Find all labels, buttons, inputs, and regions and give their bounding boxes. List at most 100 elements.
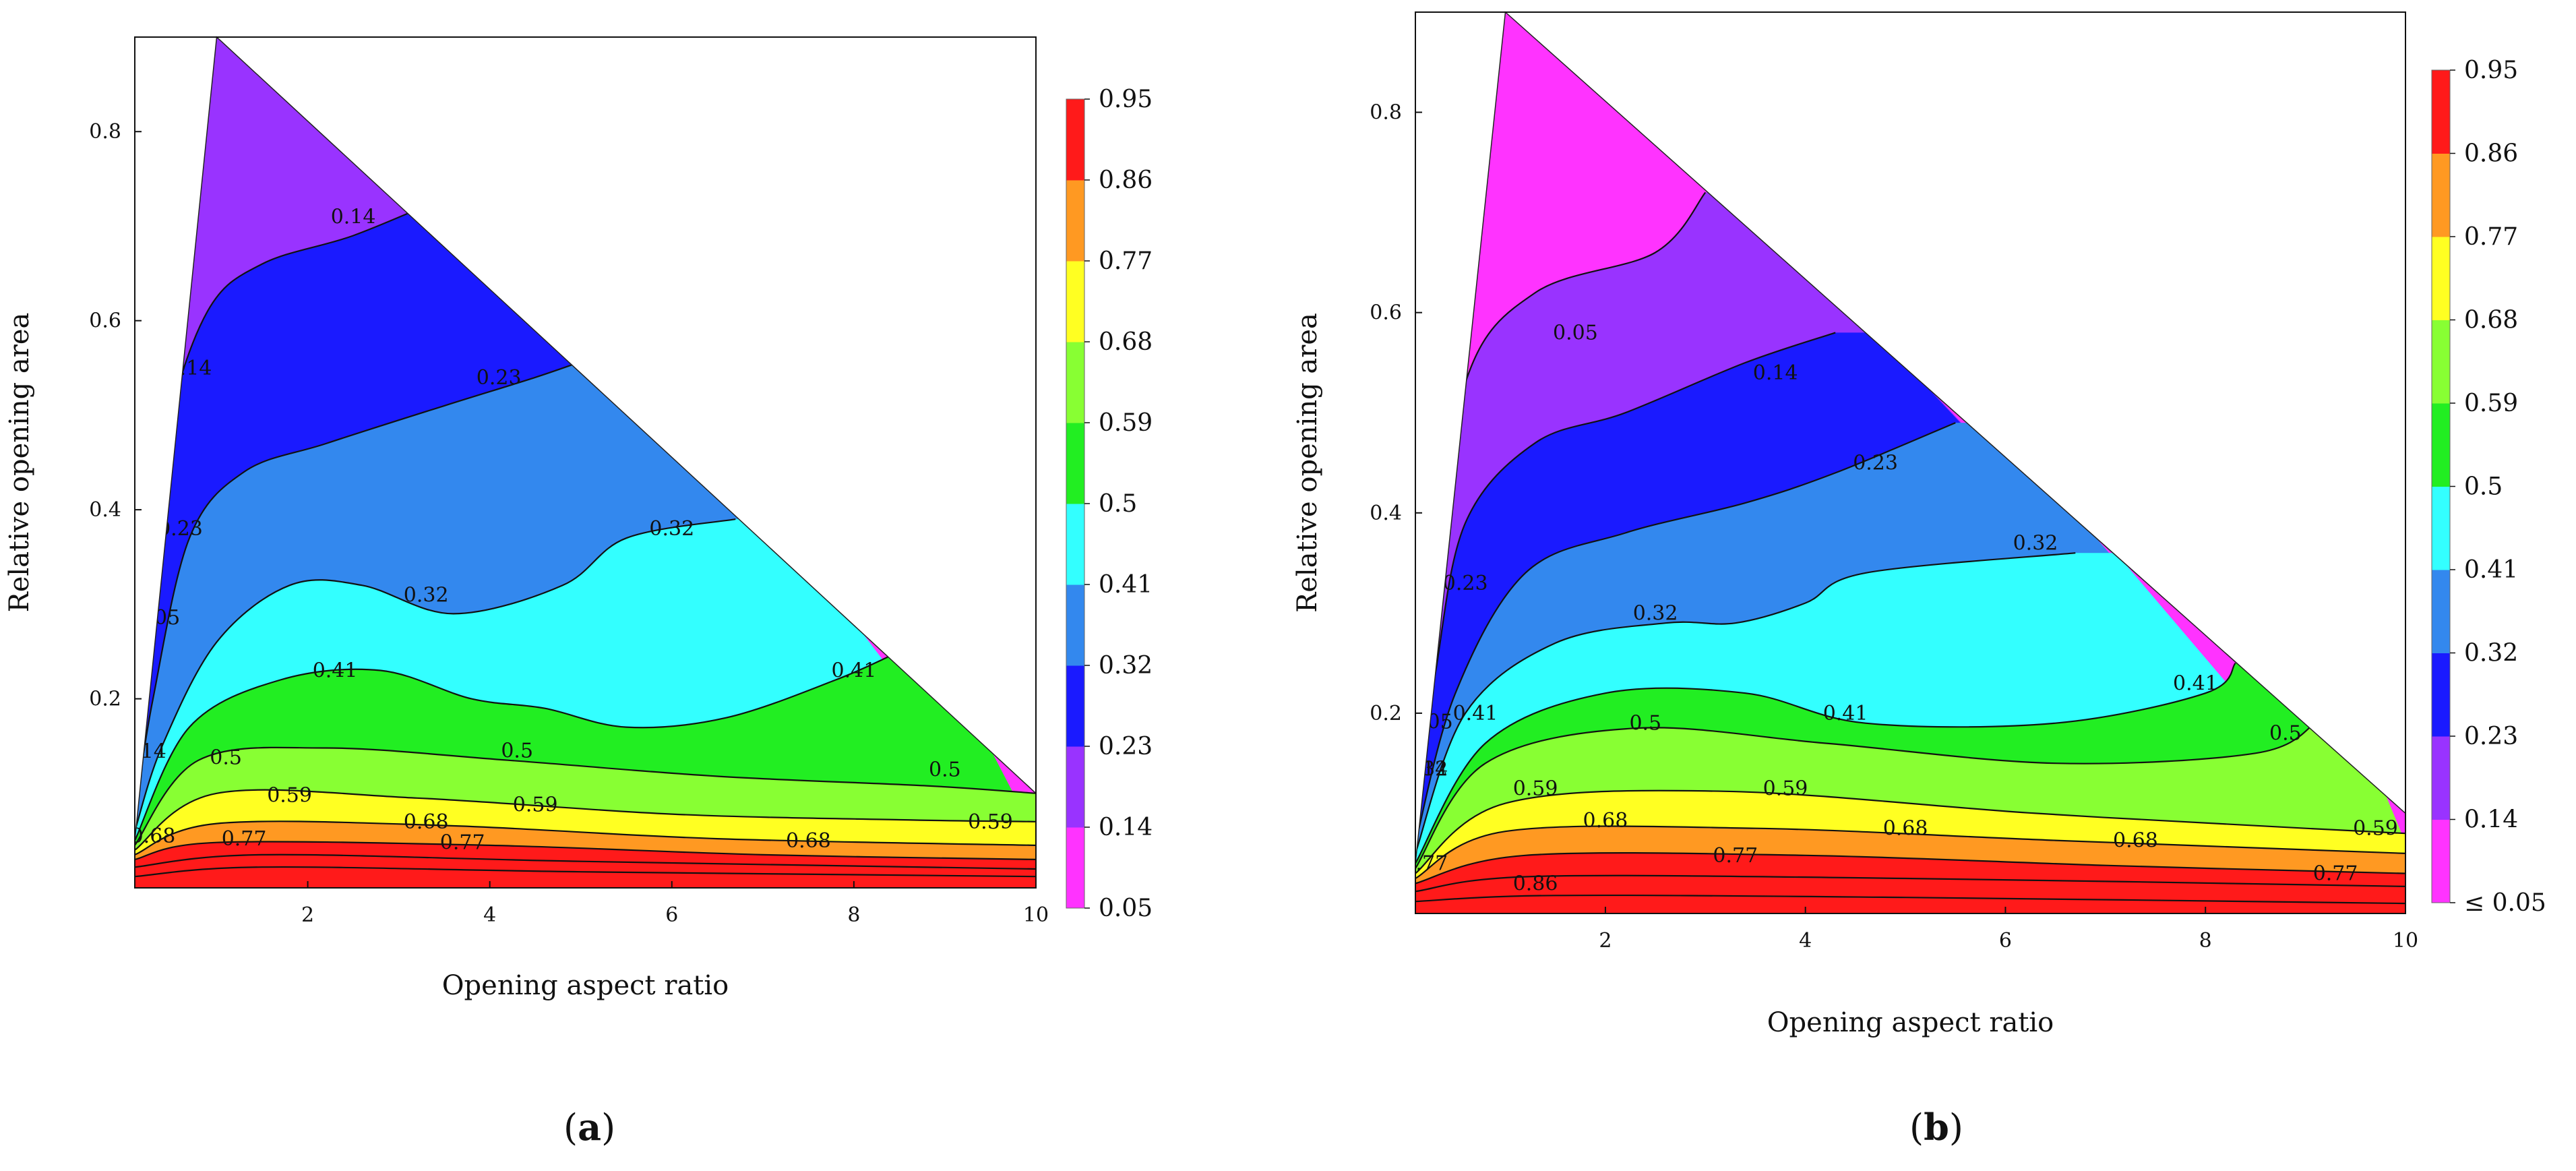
- contour-line-0.86: [135, 853, 1036, 870]
- x-tick-label: 6: [665, 903, 678, 927]
- contour-label: 0.41: [313, 659, 358, 683]
- contour-label: 0.14: [167, 357, 212, 380]
- colorbar-label: 0.95: [1099, 86, 1153, 113]
- band-fill-0.95: [135, 867, 1036, 888]
- contour-label: 0.5: [501, 740, 533, 763]
- contour-label: 0.5: [1629, 712, 1661, 735]
- y-tick-label: 0.4: [89, 498, 121, 522]
- colorbar-label: 0.14: [2464, 806, 2518, 834]
- colorbar: 0.05 0.14 0.23 0.32 0.41 0.5 0.59 0.68 0.77 0.86 0…: [1066, 86, 1153, 922]
- contour-label: 0.68: [404, 810, 449, 834]
- contour-label: 0.59: [1513, 777, 1558, 800]
- contour-label: 0.68: [1883, 817, 1928, 841]
- y-axis-title: Relative opening area: [1292, 313, 1323, 613]
- colorbar-label: 0.14: [1099, 814, 1153, 841]
- contour-label: 0.68: [1583, 809, 1628, 833]
- colorbar-label: 0.05: [1099, 895, 1153, 922]
- colorbar-segment: [1066, 665, 1084, 747]
- colorbar-label: 0.32: [2464, 640, 2518, 667]
- contour-label: 0.59: [1763, 777, 1808, 800]
- x-tick-label: 6: [1999, 929, 2012, 953]
- contour-label: 0.77: [1403, 852, 1448, 876]
- contour-line-0.5: [135, 746, 1036, 846]
- plot-frame: [1415, 11, 2406, 914]
- colorbar-label: 0.5: [2464, 473, 2503, 501]
- x-tick-label: 2: [1599, 929, 1612, 953]
- contour-line-0.77: [135, 841, 1036, 860]
- contour-line-0.41: [135, 651, 900, 841]
- colorbar-segment: [1066, 342, 1084, 423]
- contour-label: 0.77: [2313, 862, 2358, 886]
- contour-line-0.77: [1415, 852, 2405, 884]
- contour-line-0.41: [1415, 662, 2236, 864]
- contour-line-0.59: [135, 789, 1036, 851]
- contour-label: 0.86: [1513, 872, 1558, 895]
- contour-label: 0.5: [210, 746, 242, 770]
- colorbar-segment: [2432, 320, 2450, 404]
- contour-label: 0.5: [929, 758, 961, 782]
- colorbar-label: 0.86: [2464, 140, 2518, 168]
- colorbar-label: 0.86: [1099, 167, 1153, 194]
- contour-label: 0.41: [832, 659, 877, 683]
- colorbar-segment: [2432, 153, 2450, 237]
- colorbar-label: 0.95: [2464, 57, 2518, 84]
- contour-label: 0.41: [1453, 702, 1498, 725]
- colorbar-label: ≤ 0.05: [2464, 889, 2546, 917]
- contour-label: 0.77: [440, 831, 485, 855]
- contour-plot-a: 0.050.140.140.140.230.230.320.320.41 0.41…: [4, 36, 1153, 1001]
- contour-line-0.95: [1415, 894, 2405, 905]
- contour-label: 0.68: [786, 829, 831, 853]
- contour-label: 0.59: [968, 810, 1013, 834]
- contour-label: 0.05: [1553, 321, 1598, 344]
- contour-label: 0.32: [2013, 531, 2058, 555]
- colorbar-segment: [1066, 180, 1084, 262]
- colorbar-segment: [2432, 237, 2450, 320]
- x-tick-label: 8: [847, 903, 860, 927]
- colorbar-segment: [2432, 403, 2450, 487]
- y-tick-label: 0.2: [1370, 702, 1402, 725]
- contour-label: 0.59: [513, 793, 558, 817]
- contour-label: 0.59: [2353, 817, 2398, 841]
- x-axis-title: Opening aspect ratio: [442, 970, 729, 1001]
- colorbar-segment: [1066, 746, 1084, 828]
- colorbar-segment: [2432, 736, 2450, 820]
- plot-frame: [134, 36, 1037, 889]
- colorbar-label: 0.59: [2464, 390, 2518, 417]
- contour-line-0.23: [135, 357, 590, 812]
- contour-line-0.32: [1415, 552, 2076, 854]
- contour-label: 0.14: [1753, 361, 1798, 385]
- colorbar-segment: [2432, 653, 2450, 737]
- y-tick-label: 0.8: [1370, 101, 1402, 125]
- colorbar-label: 0.59: [1099, 409, 1153, 437]
- contour-label: 0.77: [222, 827, 267, 851]
- contour-label: 0.59: [267, 784, 312, 808]
- contour-chart-a: 0.05 0.14 0.14 0.14 0.23 0.23 0.32 0.32 0.41 0.41…: [4, 36, 1153, 1149]
- contour-label: 0.68: [2113, 829, 2158, 853]
- colorbar-label: 0.23: [2464, 723, 2518, 750]
- x-tick-label: 4: [483, 903, 496, 927]
- contour-label: 0.68: [131, 824, 176, 848]
- contour-line-0.23: [1415, 422, 1956, 844]
- contour-line-0.5: [1415, 722, 2317, 869]
- colorbar-label: 0.23: [1099, 733, 1153, 760]
- x-tick-label: 4: [1799, 929, 1812, 953]
- contour-label: 0.23: [477, 366, 522, 390]
- colorbar-label: 0.68: [2464, 307, 2518, 334]
- y-tick-label: 0.8: [89, 120, 121, 144]
- band-fill-0.95: [1415, 895, 2405, 913]
- contour-line-0.95: [135, 866, 1036, 878]
- contour-line-0.59: [1415, 789, 2405, 874]
- colorbar-segment: [1066, 827, 1084, 909]
- x-tick-label: 10: [1023, 903, 1049, 927]
- y-axis-title: Relative opening area: [4, 313, 35, 613]
- colorbar-segment: [2432, 70, 2450, 154]
- colorbar-segment: [2432, 570, 2450, 653]
- contour-label: 0.32: [649, 517, 694, 541]
- x-tick-label: 10: [2393, 929, 2418, 953]
- contour-label: 0.32: [1633, 601, 1678, 625]
- contour-label: 0.23: [1443, 572, 1488, 595]
- colorbar-label: 0.5: [1099, 490, 1137, 518]
- colorbar-label: 0.77: [2464, 223, 2518, 251]
- contour-label: 0.41: [1823, 702, 1868, 725]
- colorbar-segment: [2432, 486, 2450, 570]
